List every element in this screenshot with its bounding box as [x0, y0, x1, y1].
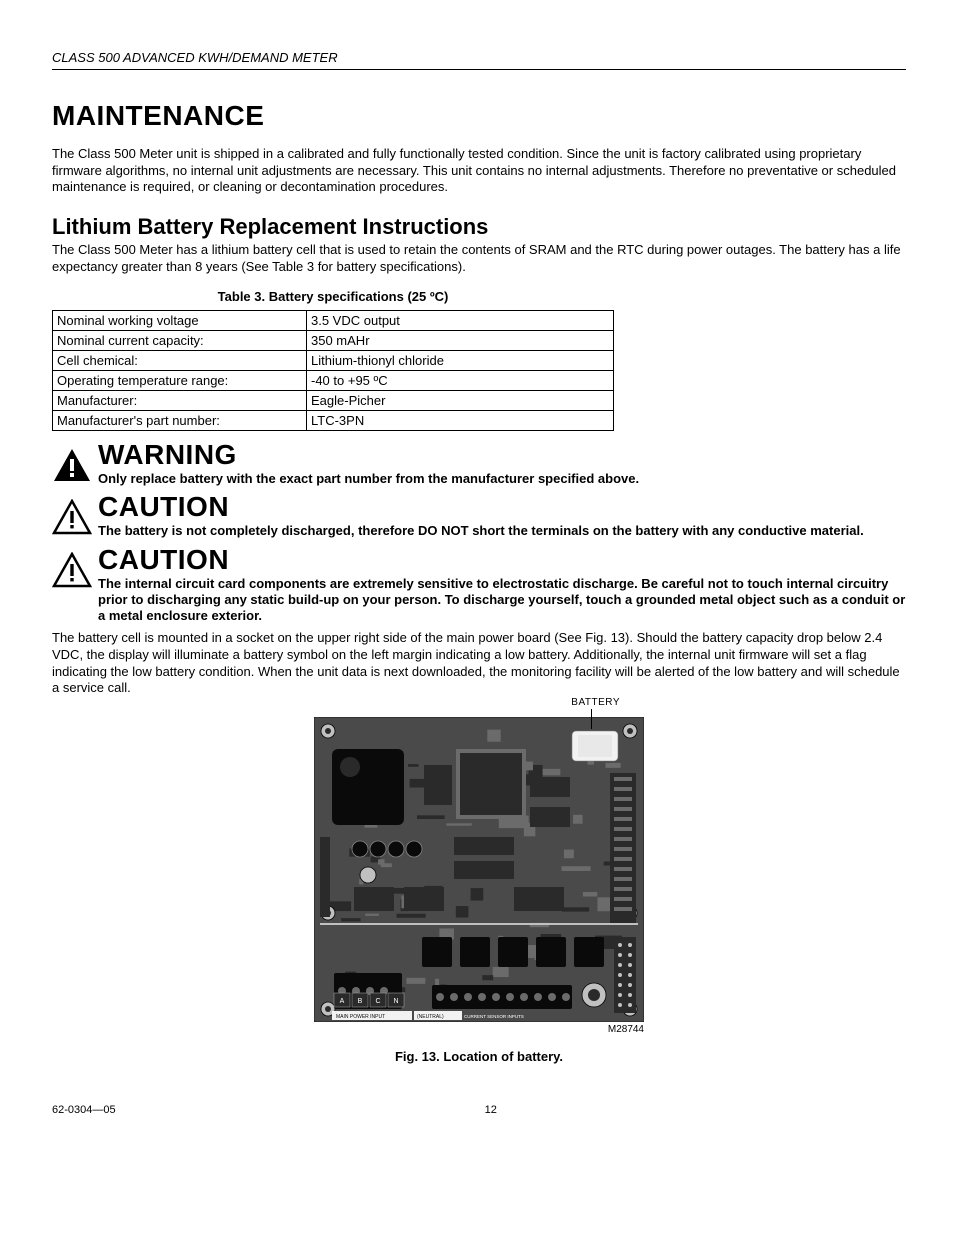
caution-text-1: The battery is not completely discharged…: [98, 523, 906, 539]
table-cell: Nominal working voltage: [53, 311, 307, 331]
table-row: Cell chemical:Lithium-thionyl chloride: [53, 351, 614, 371]
svg-text:C: C: [375, 998, 380, 1005]
figure-id: M28744: [314, 1024, 644, 1035]
subsection-paragraph: The Class 500 Meter has a lithium batter…: [52, 242, 906, 275]
table-row: Nominal working voltage3.5 VDC output: [53, 311, 614, 331]
table-row: Operating temperature range:-40 to +95 º…: [53, 371, 614, 391]
caution-text-2: The internal circuit card components are…: [98, 576, 906, 625]
table-caption: Table 3. Battery specifications (25 ºC): [52, 289, 614, 304]
intro-paragraph: The Class 500 Meter unit is shipped in a…: [52, 146, 906, 196]
svg-text:(NEUTRAL): (NEUTRAL): [417, 1014, 444, 1020]
caution-block-1: CAUTION The battery is not completely di…: [52, 493, 906, 539]
section-title: MAINTENANCE: [52, 100, 906, 132]
svg-text:A: A: [340, 998, 345, 1005]
pcb-illustration: MAIN POWER INPUT (NEUTRAL) CURRENT SENSOR …: [314, 717, 644, 1022]
table-cell: Cell chemical:: [53, 351, 307, 371]
table-cell: -40 to +95 ºC: [307, 371, 614, 391]
caution-heading-1: CAUTION: [98, 493, 906, 521]
table-cell: Manufacturer:: [53, 391, 307, 411]
footer-doc-number: 62-0304—05: [52, 1104, 116, 1116]
footer-page-number: 12: [485, 1104, 497, 1116]
svg-text:B: B: [358, 998, 363, 1005]
warning-text: Only replace battery with the exact part…: [98, 471, 906, 487]
table-cell: Eagle-Picher: [307, 391, 614, 411]
warning-icon: [52, 447, 92, 483]
table-cell: Operating temperature range:: [53, 371, 307, 391]
battery-leader-line: [591, 709, 592, 729]
table-cell: 350 mAHr: [307, 331, 614, 351]
caution-block-2: CAUTION The internal circuit card compon…: [52, 546, 906, 625]
figure-13: BATTERY MAIN POWER INPUT(NEUTRAL)CURRENT…: [52, 717, 906, 1064]
battery-callout-label: BATTERY: [571, 697, 620, 708]
table-row: Nominal current capacity:350 mAHr: [53, 331, 614, 351]
caution-heading-2: CAUTION: [98, 546, 906, 574]
svg-text:MAIN POWER INPUT: MAIN POWER INPUT: [336, 1014, 385, 1020]
table-cell: Manufacturer's part number:: [53, 411, 307, 431]
figure-caption: Fig. 13. Location of battery.: [52, 1049, 906, 1064]
spec-table: Nominal working voltage3.5 VDC outputNom…: [52, 310, 614, 431]
svg-text:N: N: [393, 998, 398, 1005]
table-cell: Nominal current capacity:: [53, 331, 307, 351]
svg-text:CURRENT SENSOR INPUTS: CURRENT SENSOR INPUTS: [464, 1014, 524, 1019]
table-cell: LTC-3PN: [307, 411, 614, 431]
table-row: Manufacturer:Eagle-Picher: [53, 391, 614, 411]
document-header: CLASS 500 ADVANCED KWH/DEMAND METER: [52, 50, 906, 70]
caution-icon: [52, 499, 92, 535]
caution-icon: [52, 552, 92, 588]
warning-heading: WARNING: [98, 441, 906, 469]
warning-block: WARNING Only replace battery with the ex…: [52, 441, 906, 487]
post-caution-paragraph: The battery cell is mounted in a socket …: [52, 630, 906, 697]
table-row: Manufacturer's part number:LTC-3PN: [53, 411, 614, 431]
table-cell: 3.5 VDC output: [307, 311, 614, 331]
table-cell: Lithium-thionyl chloride: [307, 351, 614, 371]
subsection-title: Lithium Battery Replacement Instructions: [52, 214, 906, 240]
page-footer: 62-0304—05 12: [52, 1104, 906, 1116]
